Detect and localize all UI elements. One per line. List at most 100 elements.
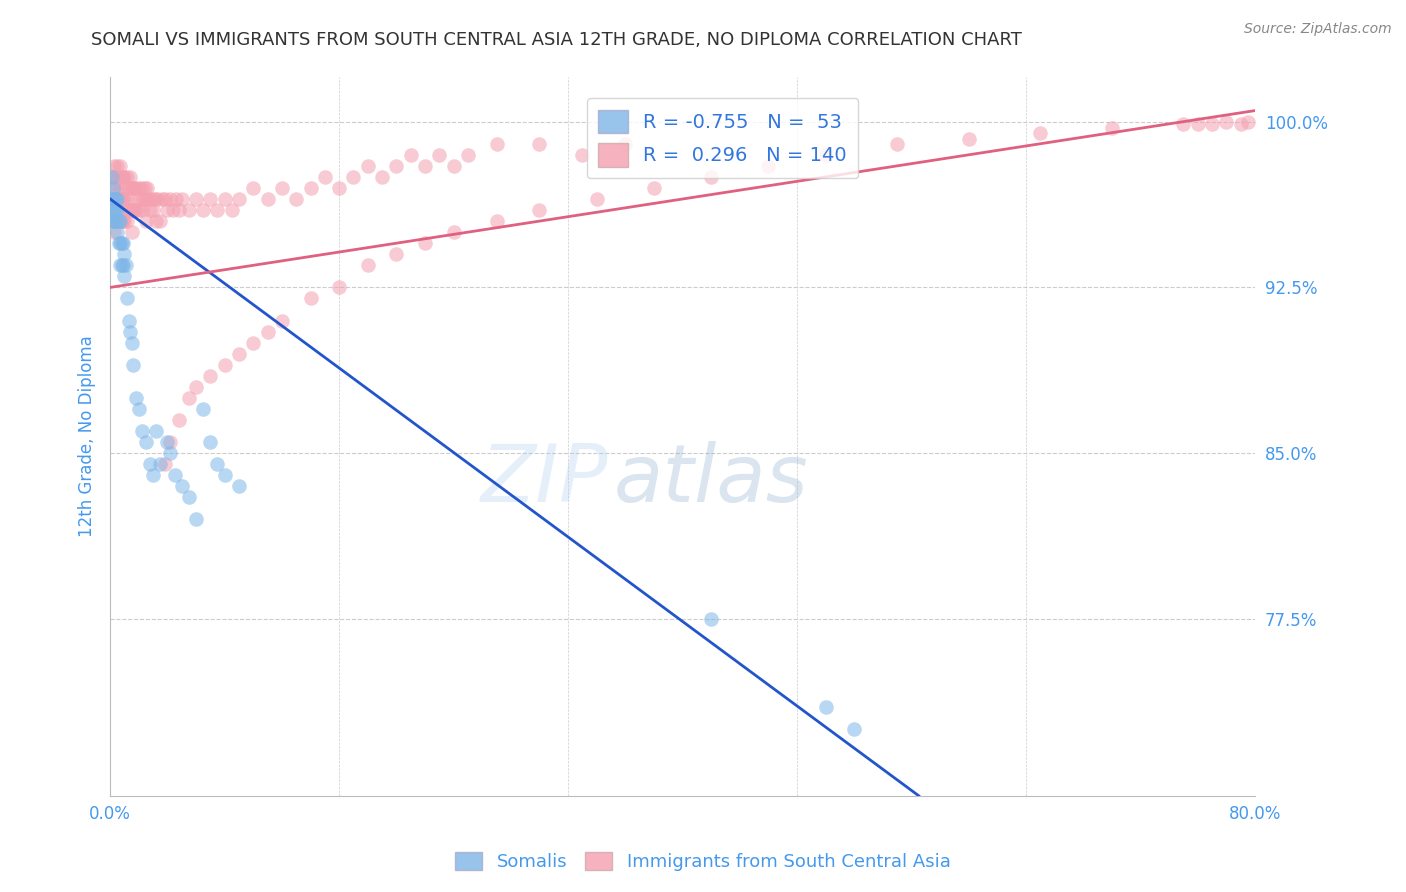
Point	[103, 225, 125, 239]
Point	[457, 148, 479, 162]
Point	[328, 280, 350, 294]
Point	[242, 181, 264, 195]
Point	[115, 181, 138, 195]
Point	[121, 225, 143, 239]
Point	[413, 236, 436, 251]
Point	[105, 202, 128, 217]
Point	[117, 169, 139, 184]
Point	[104, 192, 127, 206]
Point	[104, 169, 127, 184]
Point	[167, 202, 190, 217]
Point	[214, 358, 236, 372]
Point	[156, 435, 179, 450]
Point	[127, 192, 149, 206]
Point	[112, 258, 135, 272]
Point	[112, 214, 135, 228]
Point	[105, 192, 128, 206]
Point	[529, 136, 551, 151]
Point	[115, 258, 138, 272]
Point	[117, 192, 139, 206]
Point	[108, 159, 131, 173]
Point	[101, 214, 124, 228]
Point	[159, 435, 181, 450]
Point	[108, 214, 131, 228]
Point	[124, 181, 146, 195]
Point	[100, 169, 122, 184]
Point	[170, 192, 193, 206]
Point	[107, 236, 129, 251]
Point	[131, 424, 153, 438]
Point	[427, 148, 450, 162]
Point	[114, 247, 136, 261]
Point	[314, 169, 336, 184]
Point	[299, 181, 322, 195]
Y-axis label: 12th Grade, No Diploma: 12th Grade, No Diploma	[79, 335, 96, 538]
Point	[122, 358, 145, 372]
Point	[167, 413, 190, 427]
Point	[357, 159, 380, 173]
Point	[145, 214, 167, 228]
Point	[159, 446, 181, 460]
Point	[207, 457, 229, 471]
Point	[107, 214, 129, 228]
Point	[131, 202, 153, 217]
Point	[1029, 126, 1052, 140]
Point	[371, 169, 394, 184]
Point	[1229, 117, 1251, 131]
Point	[112, 236, 135, 251]
Point	[1101, 121, 1123, 136]
Point	[125, 181, 148, 195]
Point	[485, 214, 508, 228]
Point	[1173, 117, 1195, 131]
Point	[270, 181, 292, 195]
Point	[145, 424, 167, 438]
Point	[228, 479, 250, 493]
Text: atlas: atlas	[614, 441, 808, 518]
Point	[299, 292, 322, 306]
Point	[104, 202, 127, 217]
Point	[101, 192, 124, 206]
Point	[228, 347, 250, 361]
Point	[142, 202, 165, 217]
Point	[214, 468, 236, 483]
Point	[120, 325, 142, 339]
Point	[149, 214, 172, 228]
Point	[1187, 117, 1209, 131]
Point	[571, 148, 593, 162]
Point	[700, 169, 723, 184]
Point	[957, 132, 980, 146]
Point	[121, 181, 143, 195]
Point	[115, 202, 138, 217]
Point	[443, 159, 465, 173]
Point	[110, 214, 132, 228]
Point	[134, 181, 156, 195]
Point	[585, 192, 607, 206]
Point	[129, 192, 152, 206]
Point	[105, 192, 128, 206]
Point	[103, 192, 125, 206]
Point	[285, 192, 308, 206]
Point	[200, 435, 222, 450]
Point	[399, 148, 422, 162]
Point	[100, 169, 122, 184]
Point	[214, 192, 236, 206]
Point	[1237, 114, 1260, 128]
Point	[153, 457, 176, 471]
Point	[485, 136, 508, 151]
Point	[614, 136, 637, 151]
Point	[107, 169, 129, 184]
Point	[118, 313, 141, 327]
Point	[159, 192, 181, 206]
Point	[105, 214, 128, 228]
Point	[165, 192, 187, 206]
Point	[193, 401, 215, 416]
Point	[122, 181, 145, 195]
Point	[103, 159, 125, 173]
Point	[135, 192, 157, 206]
Point	[529, 202, 551, 217]
Text: Source: ZipAtlas.com: Source: ZipAtlas.com	[1244, 22, 1392, 37]
Point	[101, 181, 124, 195]
Point	[385, 159, 408, 173]
Point	[128, 202, 150, 217]
Point	[112, 192, 135, 206]
